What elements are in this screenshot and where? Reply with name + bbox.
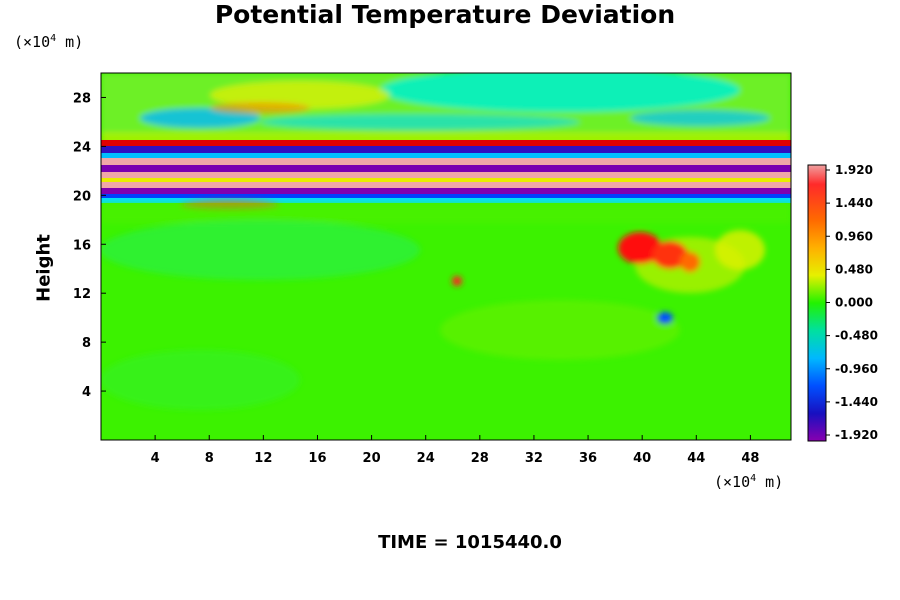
colorbar-tick-label: -1.440 xyxy=(835,395,878,409)
colorbar-tick-label: 1.920 xyxy=(835,163,873,177)
y-tick-label: 8 xyxy=(82,336,91,351)
x-tick-label: 28 xyxy=(471,451,489,466)
colorbar-tick-label: 1.440 xyxy=(835,196,873,210)
y-axis-ticks: 4 8 12 16 20 24 28 xyxy=(73,91,106,400)
time-label: TIME = 1015440.0 xyxy=(378,532,562,553)
x-tick-label: 44 xyxy=(687,451,705,466)
y-tick-label: 28 xyxy=(73,91,91,106)
x-tick-label: 32 xyxy=(525,451,543,466)
colorbar-tick-label: 0.480 xyxy=(835,262,873,276)
x-tick-label: 8 xyxy=(205,451,214,466)
y-tick-label: 20 xyxy=(73,189,91,204)
x-tick-label: 16 xyxy=(308,451,326,466)
colorbar-scale xyxy=(807,164,827,442)
colorbar-tick-label: 0.960 xyxy=(835,229,873,243)
x-tick-label: 4 xyxy=(151,451,160,466)
y-tick-label: 12 xyxy=(73,287,91,302)
chart-title: Potential Temperature Deviation xyxy=(214,0,676,29)
x-tick-label: 12 xyxy=(254,451,272,466)
colorbar: 1.920 1.440 0.960 0.480 0.000 -0.480 -0.960 -1.… xyxy=(807,163,878,442)
x-axis-unit: (×104 m) xyxy=(714,473,784,491)
x-tick-label: 24 xyxy=(417,451,435,466)
y-tick-label: 24 xyxy=(73,140,91,155)
plot-frame xyxy=(100,72,792,441)
x-tick-label: 40 xyxy=(633,451,651,466)
y-tick-label: 16 xyxy=(73,238,91,253)
x-axis-ticks: 4 8 12 16 20 24 28 32 36 40 44 48 xyxy=(151,435,759,466)
x-tick-label: 36 xyxy=(579,451,597,466)
colorbar-tick-label: -1.920 xyxy=(835,428,878,442)
colorbar-tick-label: 0.000 xyxy=(835,296,873,310)
y-tick-label: 4 xyxy=(82,385,91,400)
x-tick-label: 20 xyxy=(363,451,381,466)
heatmap-field xyxy=(101,73,791,440)
colorbar-tick-label: -0.960 xyxy=(835,362,878,376)
y-axis-unit: (×104 m) xyxy=(14,33,84,51)
colorbar-tick-label: -0.480 xyxy=(835,329,878,343)
x-tick-label: 48 xyxy=(741,451,759,466)
